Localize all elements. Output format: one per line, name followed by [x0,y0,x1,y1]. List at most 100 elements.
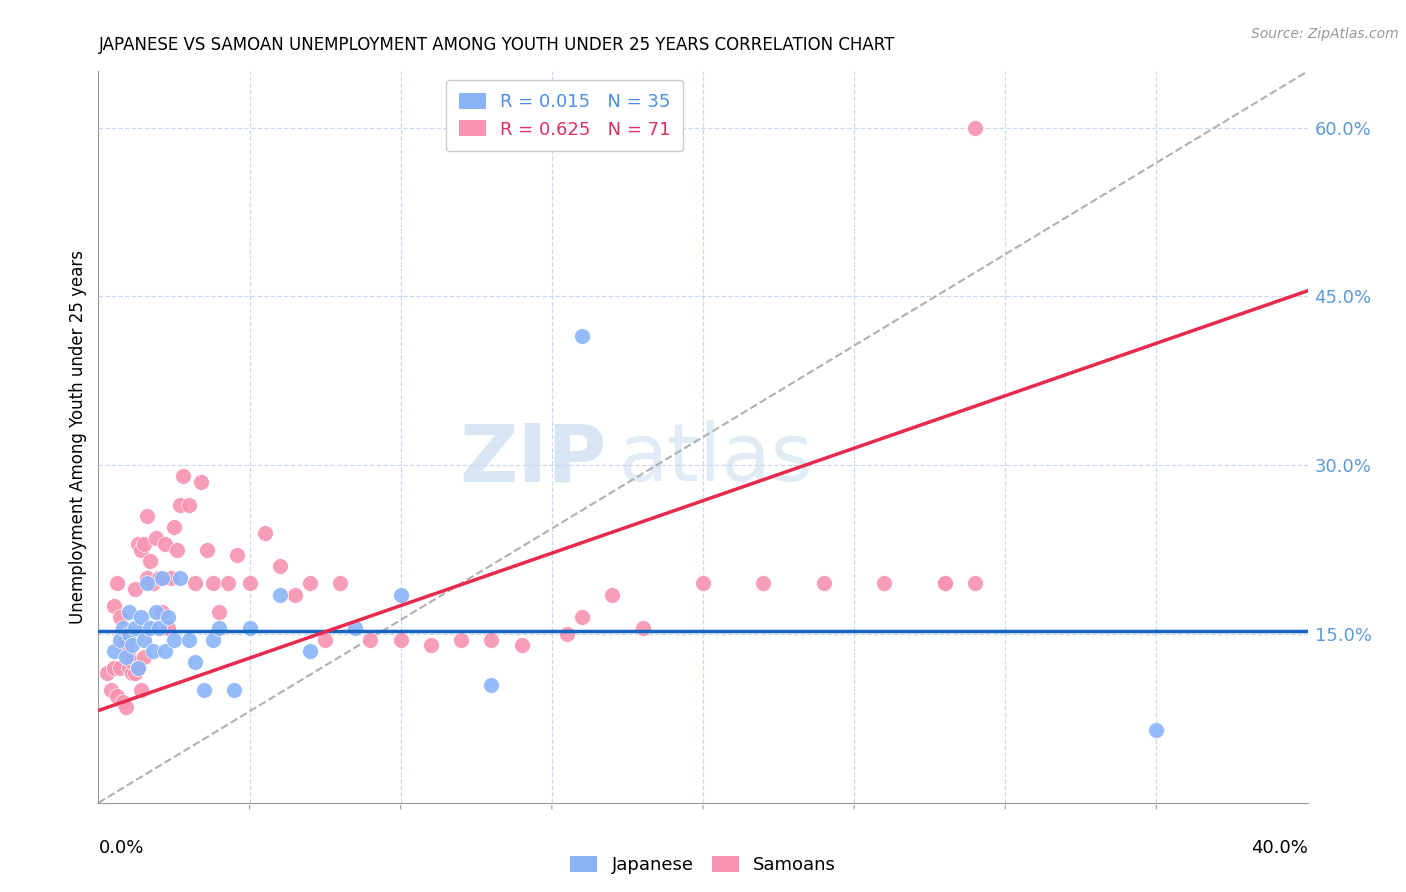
Point [121,666,143,681]
Point [420,638,443,652]
Text: 0.0%: 0.0% [98,839,143,857]
Point [344,621,367,635]
Point [108,632,131,647]
Point [163,632,186,647]
Point [329,576,352,591]
Point [208,605,231,619]
Point [239,576,262,591]
Point [481,678,503,692]
Point [124,621,146,635]
Point [132,537,155,551]
Point [114,649,136,664]
Point [121,655,143,669]
Point [450,632,472,647]
Text: ZIP: ZIP [458,420,606,498]
Point [111,638,134,652]
Point [108,610,131,624]
Point [153,644,176,658]
Point [389,632,412,647]
Point [934,576,956,591]
Point [96,666,118,681]
Point [124,582,146,596]
Point [139,621,162,635]
Point [150,571,173,585]
Text: Source: ZipAtlas.com: Source: ZipAtlas.com [1251,27,1399,41]
Point [224,683,246,698]
Point [127,537,149,551]
Point [129,610,152,624]
Point [571,328,593,343]
Point [169,498,191,512]
Point [142,644,165,658]
Point [163,520,186,534]
Point [139,554,162,568]
Point [103,661,125,675]
Point [752,576,775,591]
Point [481,632,503,647]
Point [135,576,157,591]
Point [217,576,239,591]
Point [179,498,201,512]
Point [103,599,125,613]
Point [934,576,956,591]
Point [184,655,207,669]
Point [114,700,136,714]
Point [284,588,307,602]
Point [965,576,987,591]
Point [190,475,212,489]
Point [510,638,533,652]
Point [142,576,165,591]
Y-axis label: Unemployment Among Youth under 25 years: Unemployment Among Youth under 25 years [69,250,87,624]
Point [127,661,149,675]
Point [965,120,987,135]
Point [105,689,128,703]
Point [813,576,835,591]
Point [148,571,170,585]
Point [108,661,131,675]
Point [571,610,593,624]
Point [114,638,136,652]
Text: 40.0%: 40.0% [1251,839,1308,857]
Point [153,537,176,551]
Point [156,610,179,624]
Point [360,632,382,647]
Point [184,576,207,591]
Point [129,542,152,557]
Point [179,632,201,647]
Point [226,548,249,562]
Point [103,644,125,658]
Point [111,621,134,635]
Text: atlas: atlas [619,420,813,498]
Point [160,571,183,585]
Point [118,661,141,675]
Point [269,559,291,574]
Point [299,576,322,591]
Point [602,588,624,602]
Point [253,525,276,540]
Point [195,542,218,557]
Point [124,666,146,681]
Point [132,632,155,647]
Point [873,576,896,591]
Point [127,661,149,675]
Text: JAPANESE VS SAMOAN UNEMPLOYMENT AMONG YOUTH UNDER 25 YEARS CORRELATION CHART: JAPANESE VS SAMOAN UNEMPLOYMENT AMONG YO… [98,36,894,54]
Point [314,632,336,647]
Point [193,683,215,698]
Point [150,605,173,619]
Point [692,576,714,591]
Point [172,469,194,483]
Point [129,683,152,698]
Point [111,694,134,708]
Point [105,576,128,591]
Legend: Japanese, Samoans: Japanese, Samoans [562,849,844,881]
Point [239,621,262,635]
Point [208,621,231,635]
Point [121,638,143,652]
Point [148,621,170,635]
Point [555,627,578,641]
Point [1144,723,1167,737]
Point [299,644,322,658]
Point [269,588,291,602]
Point [389,588,412,602]
Point [202,576,225,591]
